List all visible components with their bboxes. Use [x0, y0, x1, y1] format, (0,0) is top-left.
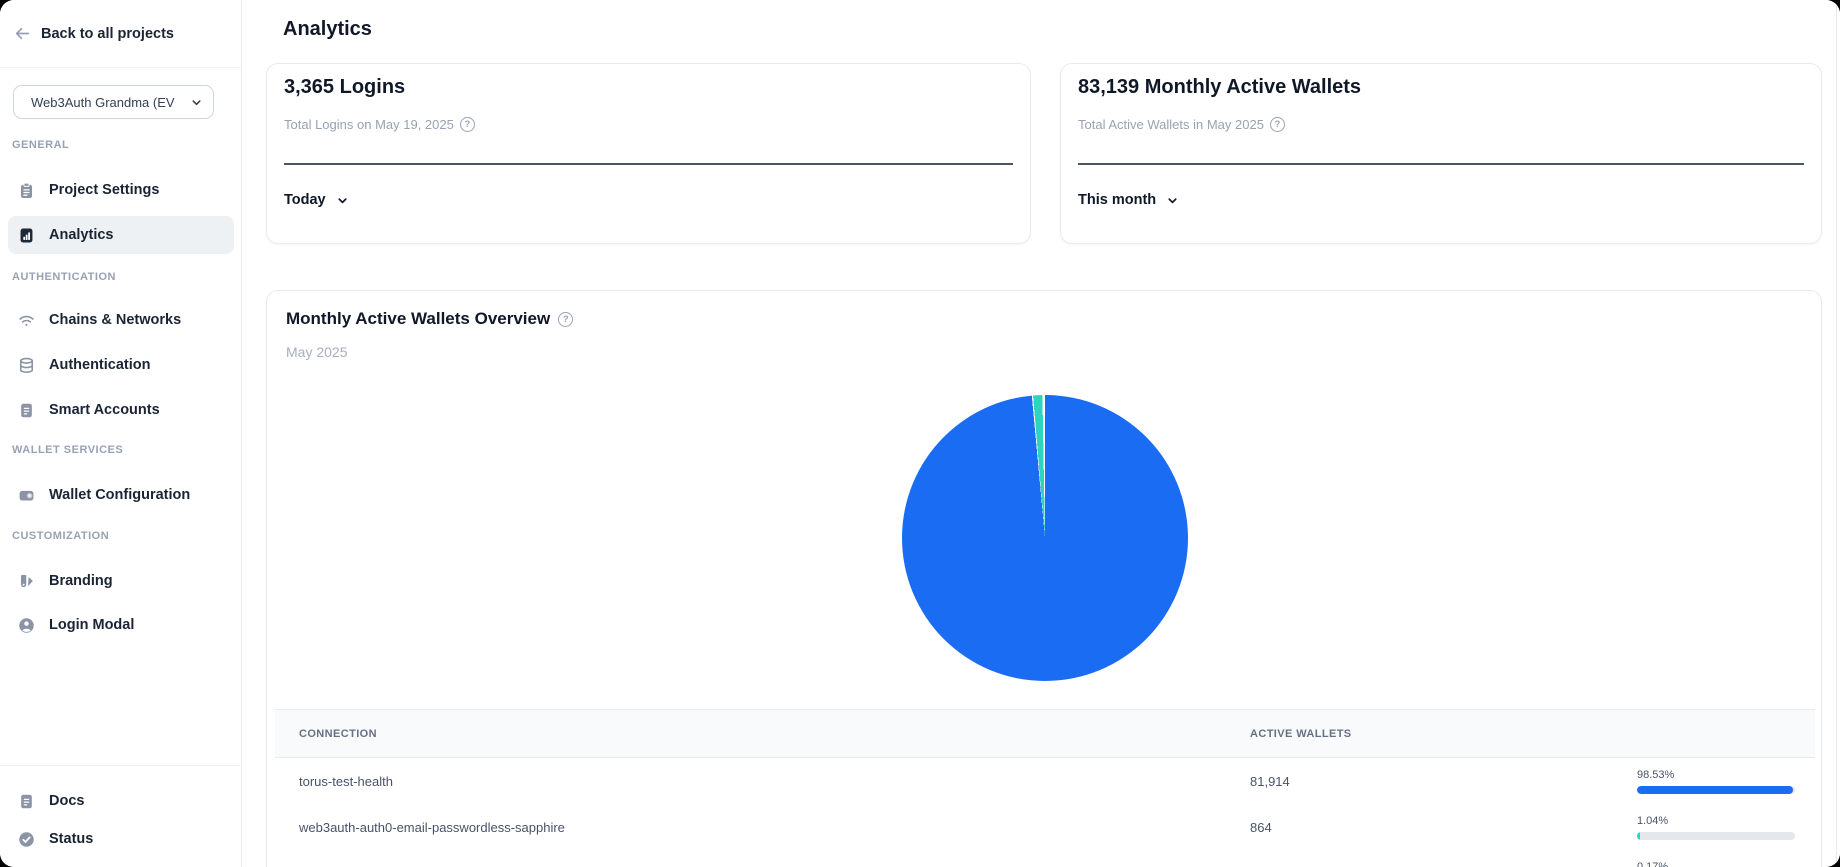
sidebar-item-branding[interactable]: Branding	[8, 562, 234, 600]
percent-cell: 98.53%	[1637, 769, 1817, 794]
sidebar-item-label: Login Modal	[49, 617, 135, 633]
project-selector[interactable]: Web3Auth Grandma (EV	[13, 85, 214, 119]
sidebar-item-label: Analytics	[49, 227, 114, 243]
percent-label: 0.17%	[1637, 860, 1669, 867]
sidebar: Back to all projects Web3Auth Grandma (E…	[0, 0, 242, 867]
scrollbar-track[interactable]	[1836, 0, 1837, 867]
connection-name: web3auth-google-sapphire	[275, 866, 1250, 867]
logins-stat-title: 3,365 Logins	[284, 76, 406, 98]
sidebar-item-label: Smart Accounts	[49, 402, 160, 418]
connection-name: torus-test-health	[299, 773, 393, 789]
percent-bar-fill	[1637, 785, 1793, 794]
connection-name: web3auth-auth0-email-passwordless-sapphi…	[299, 819, 565, 835]
sidebar-item-chains-networks[interactable]: Chains & Networks	[8, 301, 234, 339]
column-header-active-wallets: ACTIVE WALLETS	[1250, 727, 1352, 740]
percent-label: 98.53%	[1637, 768, 1675, 781]
sidebar-item-label: Docs	[49, 793, 85, 809]
monthly-active-wallets-stat-card: 83,139 Monthly Active Wallets Total Acti…	[1060, 63, 1822, 244]
sidebar-item-label: Project Settings	[49, 182, 160, 198]
chevron-down-icon	[336, 194, 349, 207]
overview-title: Monthly Active Wallets Overview ?	[286, 309, 574, 329]
connections-table-body: torus-test-health 81,914 98.53% web3auth-au…	[275, 758, 1815, 867]
maw-range-selector[interactable]: This month	[1078, 192, 1179, 208]
project-selector-value: Web3Auth Grandma (EV	[31, 94, 175, 110]
wallet-icon	[18, 487, 35, 504]
logins-stat-subtitle: Total Logins on May 19, 2025 ?	[284, 117, 475, 132]
sidebar-item-authentication[interactable]: Authentication	[8, 346, 234, 384]
chevron-down-icon	[1166, 194, 1179, 207]
active-wallets-pie-chart	[902, 395, 1188, 681]
section-label-customization: CUSTOMIZATION	[12, 530, 110, 542]
bar-chart-doc-icon	[18, 227, 35, 244]
user-circle-icon	[18, 617, 35, 634]
page-title: Analytics	[283, 18, 372, 40]
percent-bar-fill	[1637, 831, 1640, 840]
sidebar-item-docs[interactable]: Docs	[8, 782, 234, 820]
help-icon[interactable]: ?	[558, 311, 574, 327]
sidebar-item-project-settings[interactable]: Project Settings	[8, 171, 234, 209]
file-icon	[18, 793, 35, 810]
wifi-icon	[18, 312, 35, 329]
main-content: Analytics 3,365 Logins Total Logins on M…	[242, 0, 1840, 867]
active-wallets-value: 864	[1250, 819, 1272, 835]
sidebar-item-label: Authentication	[49, 357, 151, 373]
section-label-wallet-services: WALLET SERVICES	[12, 444, 124, 456]
overview-subtitle: May 2025	[286, 344, 348, 360]
sidebar-footer-divider	[0, 765, 241, 766]
stat-divider	[284, 163, 1013, 165]
sidebar-item-label: Wallet Configuration	[49, 487, 191, 503]
wallets-overview-card: Monthly Active Wallets Overview ? May 20…	[266, 290, 1822, 867]
table-row: web3auth-auth0-email-passwordless-sapphi…	[275, 804, 1815, 850]
percent-cell: 1.04%	[1637, 815, 1817, 840]
help-icon[interactable]: ?	[1269, 117, 1285, 132]
section-label-authentication: AUTHENTICATION	[12, 271, 116, 283]
sidebar-item-status[interactable]: Status	[8, 820, 234, 858]
table-row: web3auth-google-sapphire1450.17%	[275, 850, 1815, 867]
chevron-down-icon	[190, 96, 203, 109]
sidebar-item-label: Branding	[49, 573, 113, 589]
table-row: torus-test-health 81,914 98.53%	[275, 758, 1815, 804]
percent-bar-track	[1637, 831, 1795, 840]
percent-bar-track	[1637, 785, 1795, 794]
stat-divider	[1078, 163, 1804, 165]
sidebar-item-login-modal[interactable]: Login Modal	[8, 606, 234, 644]
sidebar-item-analytics[interactable]: Analytics	[8, 216, 234, 254]
connections-table: CONNECTION ACTIVE WALLETS torus-test-hea…	[275, 709, 1815, 867]
active-wallets-value: 81,914	[1250, 773, 1290, 789]
section-label-general: GENERAL	[12, 139, 70, 151]
maw-stat-subtitle: Total Active Wallets in May 2025 ?	[1078, 117, 1285, 132]
check-circle-icon	[18, 831, 35, 848]
back-label: Back to all projects	[41, 25, 174, 42]
clipboard-icon	[18, 182, 35, 199]
sidebar-item-label: Status	[49, 831, 94, 847]
file-icon	[18, 402, 35, 419]
maw-stat-title: 83,139 Monthly Active Wallets	[1078, 76, 1362, 98]
percent-cell: 0.17%	[1637, 861, 1817, 867]
sidebar-item-label: Chains & Networks	[49, 312, 182, 328]
help-icon[interactable]: ?	[459, 117, 475, 132]
database-icon	[18, 357, 35, 374]
logins-stat-card: 3,365 Logins Total Logins on May 19, 202…	[266, 63, 1031, 244]
percent-label: 1.04%	[1637, 814, 1669, 827]
active-wallets-value: 145	[1250, 866, 1637, 867]
back-to-projects-button[interactable]: Back to all projects	[0, 0, 241, 68]
brush-icon	[18, 573, 35, 590]
column-header-connection: CONNECTION	[299, 727, 377, 740]
table-header: CONNECTION ACTIVE WALLETS	[275, 709, 1815, 758]
logins-range-selector[interactable]: Today	[284, 192, 349, 208]
arrow-left-icon	[14, 25, 31, 42]
sidebar-item-smart-accounts[interactable]: Smart Accounts	[8, 391, 234, 429]
sidebar-item-wallet-configuration[interactable]: Wallet Configuration	[8, 476, 234, 514]
